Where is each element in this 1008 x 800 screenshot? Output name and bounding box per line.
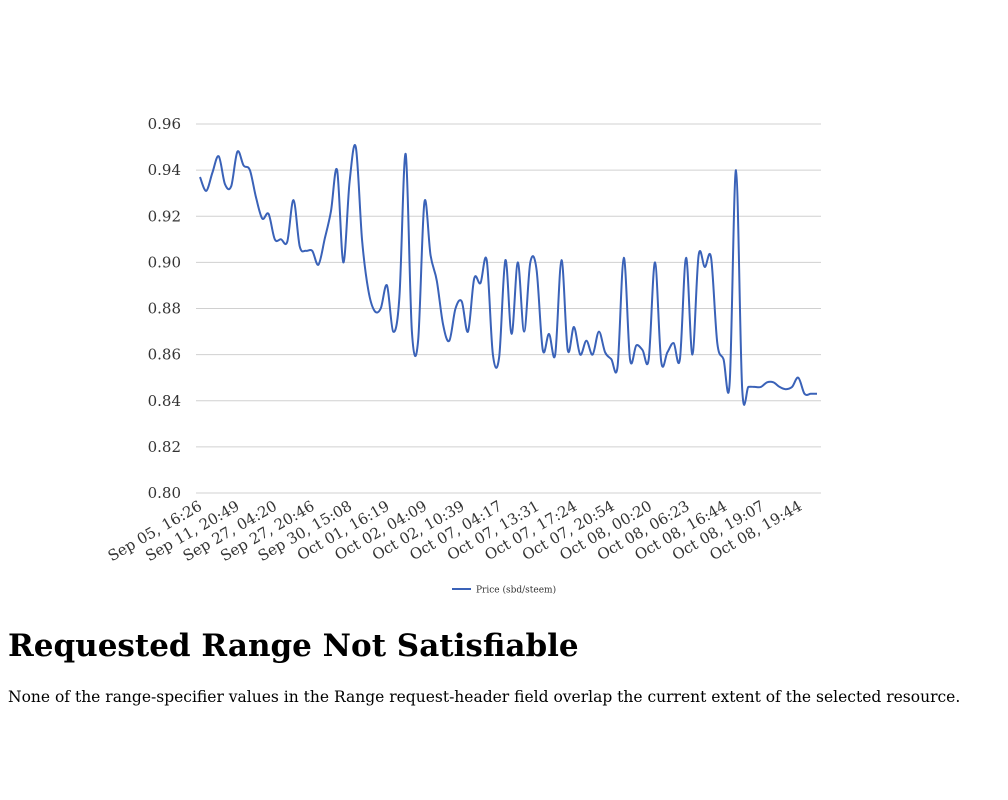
price-line-chart: 0.80 0.82 0.84 0.86 0.88 0.90 0.92 0.94 0.96 Sep… [105, 115, 821, 596]
y-tick-label: 0.96 [148, 115, 181, 133]
y-axis-ticks: 0.80 0.82 0.84 0.86 0.88 0.90 0.92 0.94 0.96 [148, 115, 181, 502]
error-message: None of the range-specifier values in th… [8, 688, 961, 706]
y-tick-label: 0.94 [148, 161, 181, 179]
page-title: Requested Range Not Satisfiable [8, 628, 579, 664]
legend-label: Price (sbd/steem) [476, 585, 556, 596]
y-tick-label: 0.90 [148, 253, 181, 271]
y-tick-label: 0.80 [148, 484, 181, 502]
series-line [199, 144, 817, 406]
legend: Price (sbd/steem) [452, 585, 556, 596]
y-tick-label: 0.82 [148, 438, 181, 456]
y-tick-label: 0.88 [148, 300, 181, 318]
series-lines [199, 144, 817, 406]
y-tick-label: 0.84 [148, 392, 181, 410]
y-tick-label: 0.92 [148, 207, 181, 225]
y-tick-label: 0.86 [148, 346, 181, 364]
